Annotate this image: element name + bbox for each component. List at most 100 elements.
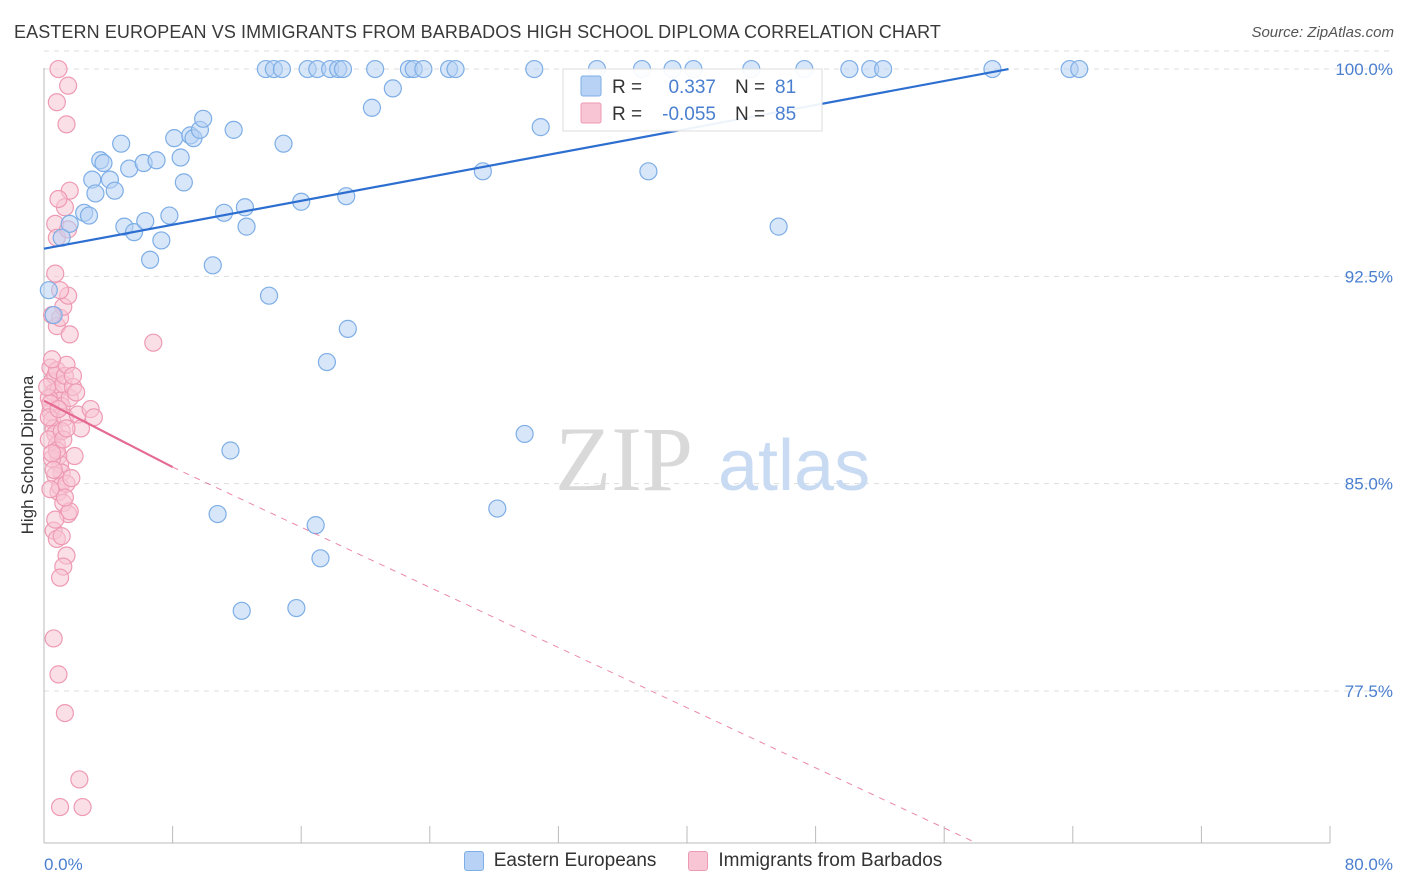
point-immigrants-from-barbados — [50, 568, 70, 587]
y-tick-label: 92.5% — [1345, 267, 1393, 286]
point-eastern-europeans — [366, 59, 385, 79]
point-immigrants-from-barbados — [70, 770, 89, 789]
point-eastern-europeans — [983, 59, 1002, 79]
point-eastern-europeans — [272, 59, 292, 79]
point-eastern-europeans — [160, 206, 179, 225]
trend-line-eastern-europeans — [43, 67, 1009, 250]
point-eastern-europeans — [525, 59, 544, 79]
point-eastern-europeans — [105, 181, 124, 200]
point-eastern-europeans — [840, 59, 859, 79]
point-eastern-europeans — [383, 79, 402, 98]
legend-item-eastern-europeans: Eastern Europeans — [463, 850, 657, 872]
stats-r-value-blue: 0.337 — [668, 77, 716, 98]
point-eastern-europeans — [86, 184, 105, 203]
point-immigrants-from-barbados — [60, 325, 79, 344]
point-eastern-europeans — [171, 148, 190, 167]
tick-labels: 100.0% 92.5% 85.0% 77.5% 0.0% 80.0% — [44, 60, 1393, 874]
point-immigrants-from-barbados — [46, 264, 65, 283]
point-eastern-europeans — [769, 217, 788, 236]
point-eastern-europeans — [1070, 59, 1089, 79]
point-immigrants-from-barbados — [67, 383, 86, 402]
point-eastern-europeans — [259, 286, 279, 305]
watermark: ZIP atlas — [555, 408, 870, 510]
legend-swatch-pink — [688, 851, 709, 871]
point-eastern-europeans — [112, 134, 131, 153]
point-eastern-europeans — [317, 352, 337, 372]
chart-title: EASTERN EUROPEAN VS IMMIGRANTS FROM BARB… — [14, 22, 941, 42]
stats-legend-swatch-blue — [580, 75, 602, 97]
point-immigrants-from-barbados — [144, 333, 163, 352]
point-eastern-europeans — [147, 151, 166, 170]
point-eastern-europeans — [214, 203, 234, 222]
y-tick-label: 100.0% — [1335, 60, 1393, 79]
point-immigrants-from-barbados — [46, 510, 65, 529]
trend-line-extension-immigrants-from-barbados — [172, 466, 977, 844]
point-immigrants-from-barbados — [62, 469, 81, 488]
stats-n-label-blue: N = — [735, 77, 765, 98]
point-eastern-europeans — [306, 516, 325, 535]
stats-legend-box — [562, 68, 823, 132]
stats-n-value-blue: 81 — [775, 77, 796, 98]
stats-legend: R = 0.337 N = 81 R = -0.055 N = 85 — [562, 68, 823, 132]
point-eastern-europeans — [232, 601, 251, 620]
point-eastern-europeans — [224, 120, 243, 139]
point-eastern-europeans — [203, 256, 222, 275]
point-immigrants-from-barbados — [49, 189, 68, 209]
point-eastern-europeans — [362, 98, 382, 117]
point-eastern-europeans — [531, 118, 550, 137]
point-eastern-europeans — [333, 59, 353, 79]
watermark-zip: ZIP — [555, 408, 693, 510]
point-immigrants-from-barbados — [55, 703, 74, 723]
point-immigrants-from-barbados — [38, 377, 57, 397]
point-immigrants-from-barbados — [44, 629, 63, 648]
legend-item-immigrants-from-barbados: Immigrants from Barbados — [688, 850, 942, 872]
stats-n-value-pink: 85 — [775, 104, 796, 125]
point-immigrants-from-barbados — [44, 460, 63, 479]
source-label: Source: ZipAtlas.com — [1251, 24, 1394, 41]
y-tick-label: 77.5% — [1345, 682, 1393, 701]
point-immigrants-from-barbados — [59, 76, 78, 95]
point-eastern-europeans — [174, 173, 193, 192]
point-eastern-europeans — [414, 59, 433, 79]
point-eastern-europeans — [488, 499, 507, 518]
point-eastern-europeans — [338, 319, 357, 338]
point-eastern-europeans — [194, 109, 213, 128]
stats-legend-swatch-pink — [580, 102, 602, 124]
point-eastern-europeans — [136, 211, 155, 231]
point-immigrants-from-barbados — [63, 366, 83, 385]
legend-swatch-blue — [463, 851, 484, 871]
point-eastern-europeans — [60, 214, 79, 233]
stats-r-label-pink: R = — [612, 104, 642, 125]
point-immigrants-from-barbados — [73, 797, 92, 817]
point-eastern-europeans — [446, 59, 465, 79]
point-immigrants-from-barbados — [42, 350, 62, 369]
point-eastern-europeans — [165, 129, 184, 148]
stats-n-label-pink: N = — [735, 104, 765, 125]
grid-lines — [44, 50, 1392, 692]
point-eastern-europeans — [221, 441, 240, 460]
y-axis-label: High School Diploma — [18, 375, 37, 534]
watermark-atlas: atlas — [718, 426, 870, 506]
point-immigrants-from-barbados — [47, 93, 66, 112]
point-immigrants-from-barbados — [55, 488, 74, 507]
x-tick-label: 0.0% — [44, 855, 83, 874]
stats-r-label-blue: R = — [612, 77, 642, 98]
stats-r-value-pink: -0.055 — [662, 104, 716, 125]
point-immigrants-from-barbados — [50, 797, 70, 817]
point-immigrants-from-barbados — [57, 419, 76, 438]
series-eastern-europeans — [39, 59, 1089, 620]
point-eastern-europeans — [39, 281, 58, 300]
point-immigrants-from-barbados — [52, 527, 71, 546]
legend-label-eastern-europeans: Eastern Europeans — [493, 850, 657, 871]
point-immigrants-from-barbados — [49, 59, 68, 79]
point-eastern-europeans — [237, 217, 256, 236]
point-eastern-europeans — [208, 504, 227, 524]
point-eastern-europeans — [311, 549, 330, 568]
y-tick-label: 85.0% — [1345, 475, 1393, 494]
point-eastern-europeans — [44, 305, 63, 325]
series-immigrants-from-barbados — [38, 59, 163, 817]
point-eastern-europeans — [274, 134, 293, 153]
trend-lines — [43, 67, 1009, 844]
point-eastern-europeans — [515, 424, 534, 444]
